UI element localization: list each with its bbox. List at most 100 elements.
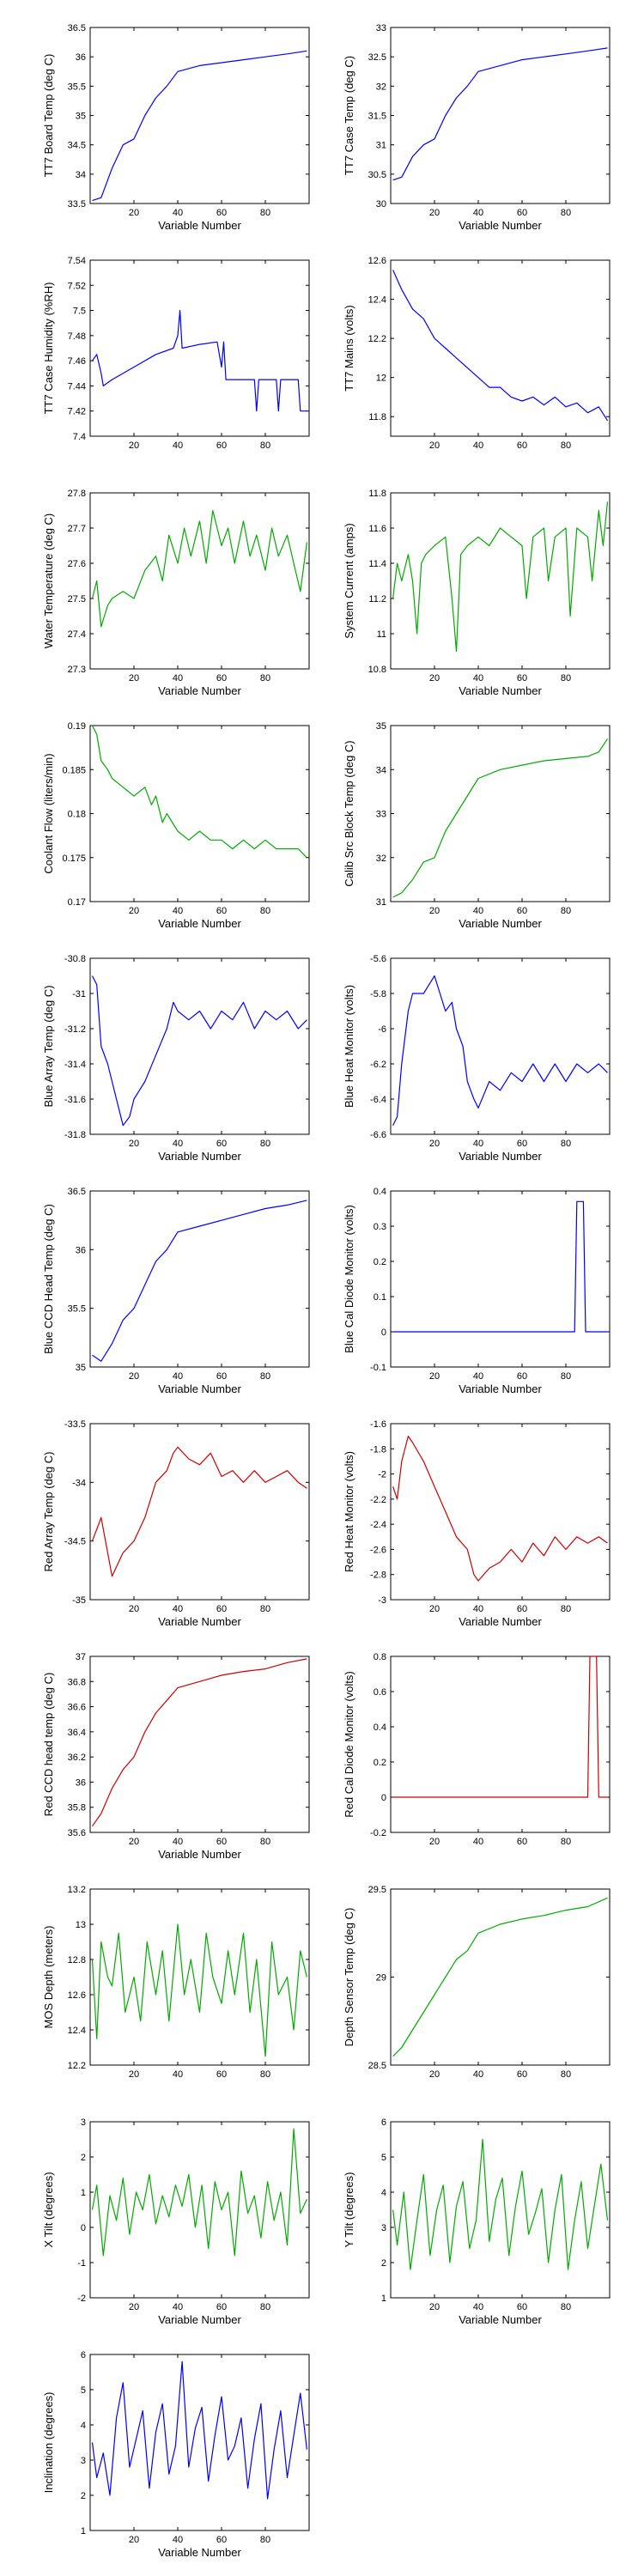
x-tick-label: 40 (173, 1604, 183, 1614)
series-line (392, 501, 609, 653)
chart-panel: 20 40 60 80 30 30.5 31 31.5 32 32.5 33 Variable Num… (343, 23, 611, 232)
chart-panel: 20 40 60 80 0.17 0.175 0.18 0.185 0.19 Variable N… (42, 721, 310, 930)
x-tick-label: 20 (129, 1139, 139, 1149)
x-tick-label: 80 (561, 906, 571, 916)
y-tick-label: 7.4 (73, 432, 86, 442)
y-tick-label: 12 (376, 374, 386, 384)
plot-frame (390, 492, 611, 670)
series-line (91, 1446, 307, 1577)
y-axis-title: MOS Depth (meters) (42, 1926, 55, 2029)
y-axis-title: TT7 Case Humidity (%RH) (42, 283, 55, 415)
x-tick-label: 20 (129, 208, 139, 218)
y-tick-label: -3 (378, 1595, 386, 1606)
x-tick-label: 60 (216, 2535, 227, 2545)
chart-panel: 20 40 60 80 -2 -1 0 1 2 3 Variable Number X Tilt (d… (42, 2117, 310, 2326)
y-tick-label: 36.5 (68, 23, 86, 33)
y-tick-label: -6.6 (370, 1130, 386, 1140)
x-tick-label: 40 (173, 2535, 183, 2545)
y-axis-title: Blue Cal Diode Monitor (volts) (343, 1205, 355, 1353)
chart-panel: 20 40 60 80 -0.2 0 0.2 0.4 0.6 0.8 Red Cal Diode M… (343, 1652, 611, 1847)
y-tick-label: 32.5 (368, 52, 386, 63)
series-line (92, 1200, 307, 1362)
y-tick-label: 31 (376, 141, 386, 151)
x-tick-label: 80 (561, 1139, 571, 1149)
y-tick-label: 3 (381, 2223, 386, 2233)
y-tick-label: 0 (381, 1327, 386, 1338)
x-tick-label: 60 (216, 2069, 227, 2080)
plot-frame (390, 1888, 611, 2066)
y-tick-label: 7.46 (68, 356, 86, 367)
y-tick-label: 36.6 (68, 1703, 86, 1713)
y-axis-title: Depth Sensor Temp (deg C) (343, 1908, 355, 2047)
y-tick-label: -2 (77, 2293, 86, 2304)
y-axis-title: Water Temperature (deg C) (42, 513, 55, 649)
y-tick-label: 27.5 (68, 594, 86, 605)
y-tick-label: -6 (378, 1024, 386, 1035)
series-line (392, 1200, 608, 1333)
x-axis-title: Variable Number (158, 1615, 241, 1628)
y-tick-label: 0.2 (374, 1758, 386, 1768)
x-tick-label: 20 (429, 1139, 440, 1149)
x-tick-label: 80 (260, 1604, 270, 1614)
y-tick-label: 0.3 (374, 1222, 386, 1232)
plot-frame (390, 957, 611, 1135)
chart-panel: 20 40 60 80 10.8 11 11.2 11.4 11.6 11.8 Variable N… (343, 489, 611, 697)
x-axis-title: Variable Number (459, 219, 542, 232)
x-tick-label: 20 (129, 906, 139, 916)
y-tick-label: 27.7 (68, 524, 86, 534)
x-tick-label: 80 (260, 1837, 270, 1847)
y-tick-label: 29.5 (368, 1885, 386, 1895)
x-tick-label: 40 (173, 1371, 183, 1382)
x-tick-label: 20 (429, 673, 440, 683)
x-tick-label: 40 (473, 208, 483, 218)
y-tick-label: 5 (381, 2153, 386, 2163)
x-axis-title: Variable Number (158, 219, 241, 232)
y-tick-label: 1 (381, 2293, 386, 2304)
plot-frame (390, 27, 611, 204)
chart-panel: 20 40 60 80 12.2 12.4 12.6 12.8 13 13.2 MOS Depth … (42, 1885, 310, 2080)
x-tick-label: 40 (473, 2069, 483, 2080)
y-tick-label: 33 (376, 810, 386, 820)
series-line (392, 1656, 608, 1798)
y-tick-label: 4 (81, 2421, 86, 2431)
x-tick-label: 20 (429, 2302, 440, 2312)
y-tick-label: 7.52 (68, 281, 86, 291)
y-tick-label: -31.6 (64, 1095, 86, 1105)
y-tick-label: -6.2 (370, 1060, 386, 1070)
series-line (92, 50, 307, 202)
y-axis-title: TT7 Case Temp (deg C) (343, 56, 355, 175)
y-tick-label: 3 (81, 2117, 86, 2128)
x-tick-label: 80 (260, 2069, 270, 2080)
y-tick-label: 36.8 (68, 1677, 86, 1687)
x-tick-label: 80 (260, 1371, 270, 1382)
plot-frame (89, 725, 310, 902)
y-tick-label: 27.8 (68, 489, 86, 499)
y-tick-label: -0.1 (370, 1363, 386, 1373)
x-tick-label: 60 (216, 1837, 227, 1847)
x-axis-title: Variable Number (158, 2313, 241, 2326)
y-tick-label: 0.2 (374, 1257, 386, 1267)
y-tick-label: 0.4 (374, 1722, 386, 1733)
y-tick-label: 35 (376, 721, 386, 732)
y-tick-label: 3 (81, 2456, 86, 2466)
chart-panel: 20 40 60 80 -0.1 0 0.1 0.2 0.3 0.4 Variable Number… (343, 1187, 611, 1395)
x-tick-label: 40 (173, 208, 183, 218)
y-tick-label: 0.4 (374, 1187, 386, 1197)
y-tick-label: 12.4 (368, 295, 386, 306)
y-tick-label: 7.42 (68, 407, 86, 417)
x-tick-label: 60 (517, 1139, 527, 1149)
y-tick-label: 34.5 (68, 141, 86, 151)
x-tick-label: 80 (561, 1837, 571, 1847)
x-tick-label: 40 (473, 440, 483, 451)
y-axis-title: Inclination (degrees) (42, 2392, 55, 2494)
y-axis-title: Red Heat Monitor (volts) (343, 1451, 355, 1572)
y-tick-label: -5.8 (370, 989, 386, 999)
y-tick-label: -31 (72, 989, 86, 999)
x-axis-title: Variable Number (158, 1848, 241, 1861)
x-tick-label: 60 (517, 1604, 527, 1614)
y-axis-title: Blue CCD Head Temp (deg C) (42, 1204, 55, 1354)
y-axis-title: System Current (amps) (343, 523, 355, 638)
plot-frame (89, 259, 310, 437)
plot-frame (89, 957, 310, 1135)
y-tick-label: 11.8 (368, 489, 386, 499)
